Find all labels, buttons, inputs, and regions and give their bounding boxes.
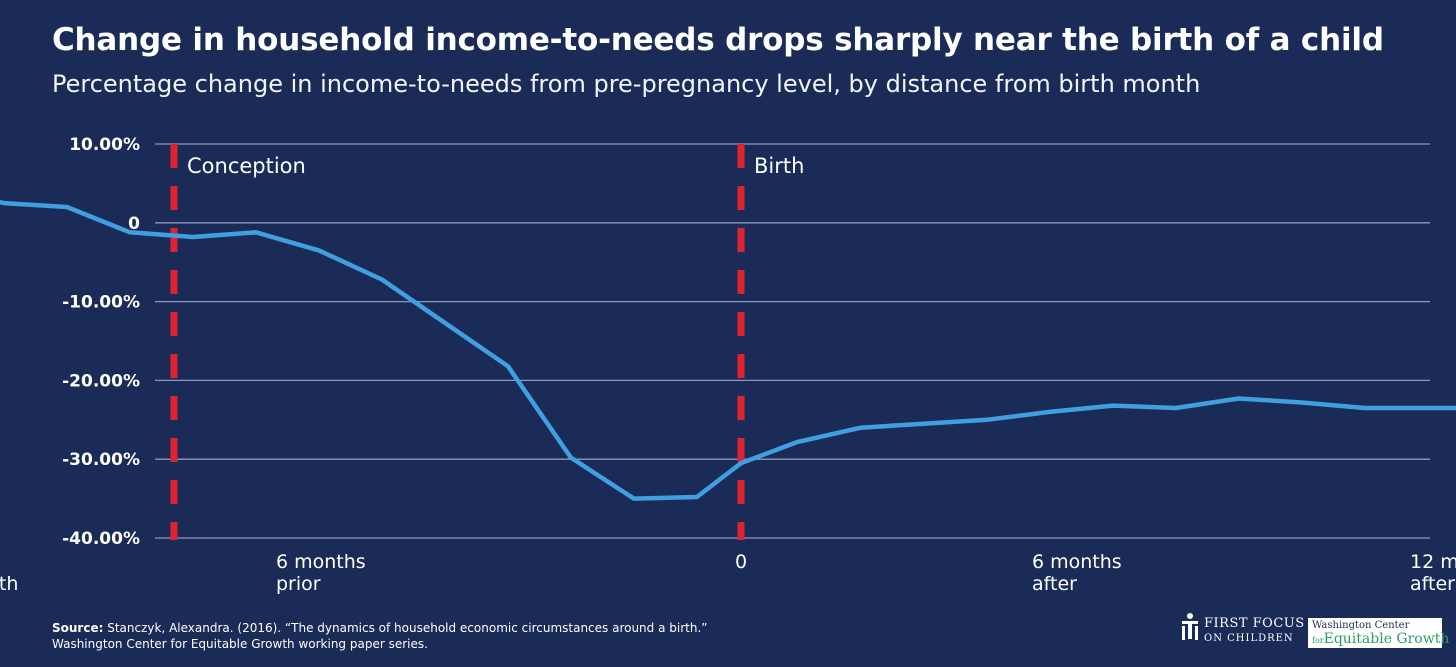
- y-tick-label: -20.00%: [62, 371, 140, 391]
- data-point: [65, 205, 69, 209]
- first-focus-figures-icon: [1182, 613, 1198, 640]
- first-focus-line2: ON CHILDREN: [1204, 633, 1294, 644]
- event-markers: Conception Birth: [170, 144, 804, 540]
- data-point: [443, 321, 447, 325]
- y-tick-label: -40.00%: [62, 529, 140, 549]
- data-point: [695, 495, 699, 499]
- data-point: [1362, 406, 1367, 410]
- source-text: Stanczyk, Alexandra. (2016). “The dynami…: [52, 621, 708, 651]
- data-series: [0, 199, 1456, 501]
- wc-line1: Washington Center: [1312, 620, 1410, 631]
- marker-label: Birth: [754, 154, 804, 178]
- first-focus-logo: FIRST FOCUS ON CHILDREN: [1178, 612, 1304, 652]
- wc-line2: Equitable Growth: [1323, 631, 1450, 647]
- data-point: [317, 248, 321, 253]
- data-point: [1236, 396, 1241, 401]
- gridlines: [155, 143, 1430, 539]
- data-point: [858, 425, 863, 430]
- y-tick-label: -30.00%: [62, 450, 140, 470]
- y-tick-label: -10.00%: [62, 293, 140, 313]
- data-point: [128, 230, 132, 235]
- wc-line2-small: for: [1312, 636, 1324, 645]
- y-axis-tick-labels: 10.00% 0 -10.00% -20.00% -30.00% -40.00%: [62, 135, 140, 549]
- data-point: [191, 235, 195, 239]
- marker-label: Conception: [187, 154, 306, 178]
- data-point: [380, 277, 384, 282]
- data-point: [1173, 406, 1178, 410]
- x-tick-label: 6 months after: [1032, 551, 1122, 595]
- data-point: [1047, 410, 1052, 414]
- washington-center-logo: Washington Center forEquitable Growth: [1308, 618, 1449, 648]
- y-tick-label: 0: [128, 214, 140, 234]
- data-point: [795, 440, 800, 444]
- x-tick-label: 6 months prior: [276, 551, 366, 595]
- series-line: [0, 199, 1456, 501]
- data-point: [632, 496, 636, 501]
- data-point: [984, 418, 989, 422]
- data-point: [921, 421, 926, 426]
- data-point: [2, 201, 6, 205]
- data-point: [506, 364, 510, 369]
- data-point: [1299, 400, 1304, 405]
- chart-subtitle: Percentage change in income-to-needs fro…: [52, 70, 1201, 98]
- data-point: [1425, 406, 1430, 410]
- source-label: Source:: [52, 621, 104, 635]
- source-note: Source: Stanczyk, Alexandra. (2016). “Th…: [52, 620, 732, 652]
- data-point: [254, 230, 258, 235]
- x-tick-label: 0: [735, 551, 747, 573]
- data-point: [569, 455, 573, 460]
- first-focus-line1: FIRST FOCUS: [1204, 616, 1305, 631]
- data-point: [739, 461, 743, 465]
- data-point: [1110, 403, 1115, 408]
- chart-title: Change in household income-to-needs drop…: [52, 22, 1384, 58]
- y-tick-label: 10.00%: [69, 135, 140, 155]
